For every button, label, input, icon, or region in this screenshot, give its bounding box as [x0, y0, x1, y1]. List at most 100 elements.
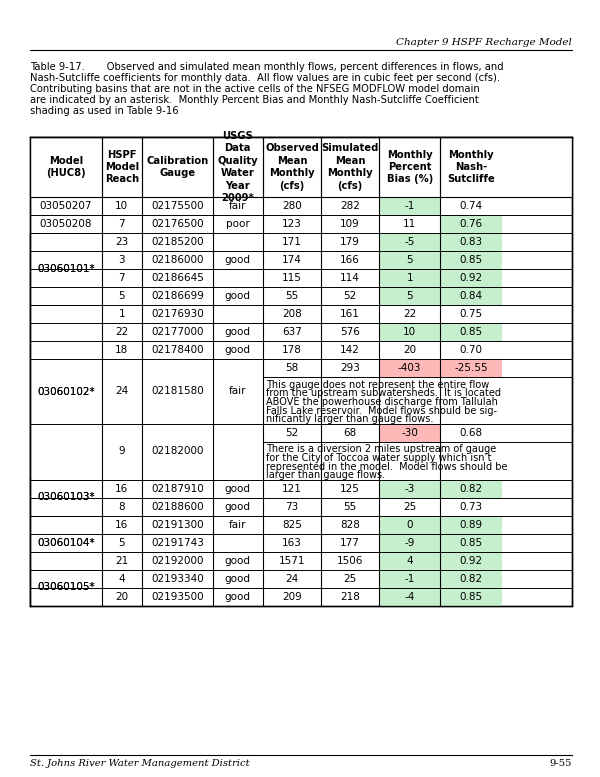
- Bar: [440, 197, 502, 215]
- Text: 178: 178: [282, 345, 302, 355]
- Bar: [379, 323, 440, 341]
- Text: 02185200: 02185200: [151, 237, 204, 247]
- Text: -25.55: -25.55: [454, 363, 488, 373]
- Text: 637: 637: [282, 327, 302, 337]
- Text: 0.82: 0.82: [460, 483, 482, 493]
- Text: 03050208: 03050208: [40, 219, 92, 229]
- Text: 02178400: 02178400: [151, 345, 204, 355]
- Text: 02192000: 02192000: [151, 556, 203, 566]
- Text: are indicated by an asterisk.  Monthly Percent Bias and Monthly Nash-Sutcliffe C: are indicated by an asterisk. Monthly Pe…: [30, 95, 479, 105]
- Text: 123: 123: [282, 219, 302, 229]
- Text: 73: 73: [286, 501, 299, 511]
- Bar: [440, 305, 502, 323]
- Text: 9-55: 9-55: [550, 759, 572, 768]
- Text: Contributing basins that are not in the active cells of the NFSEG MODFLOW model : Contributing basins that are not in the …: [30, 84, 480, 94]
- Text: 1506: 1506: [337, 556, 363, 566]
- Text: There is a diversion 2 miles upstream of gauge: There is a diversion 2 miles upstream of…: [266, 444, 496, 455]
- Bar: [379, 534, 440, 552]
- Text: good: good: [225, 255, 251, 265]
- Text: 02187910: 02187910: [151, 483, 204, 493]
- Text: 11: 11: [403, 219, 416, 229]
- Text: 20: 20: [115, 591, 128, 601]
- Text: Calibration
Gauge: Calibration Gauge: [146, 156, 209, 178]
- Text: from the upstream subwatersheds.  It is located: from the upstream subwatersheds. It is l…: [266, 388, 501, 399]
- Text: Model
(HUC8): Model (HUC8): [46, 156, 86, 178]
- Text: 03060104*: 03060104*: [37, 538, 95, 548]
- Bar: [31, 234, 101, 305]
- Text: 58: 58: [286, 363, 299, 373]
- Text: Monthly
Nash-
Sutcliffe: Monthly Nash- Sutcliffe: [447, 150, 495, 184]
- Text: -5: -5: [404, 237, 415, 247]
- Text: 03050207: 03050207: [40, 201, 92, 211]
- Text: 52: 52: [343, 291, 356, 301]
- Text: 3: 3: [119, 255, 125, 265]
- Text: 166: 166: [340, 255, 360, 265]
- Text: 0.85: 0.85: [460, 591, 482, 601]
- Text: good: good: [225, 291, 251, 301]
- Text: 1: 1: [119, 309, 125, 319]
- Text: -1: -1: [404, 573, 415, 584]
- Text: 1571: 1571: [279, 556, 305, 566]
- Text: Table 9-17.       Observed and simulated mean monthly flows, percent differences: Table 9-17. Observed and simulated mean …: [30, 62, 503, 72]
- Text: 0.74: 0.74: [460, 201, 482, 211]
- Bar: [30, 137, 572, 197]
- Text: 20: 20: [403, 345, 416, 355]
- Text: -30: -30: [401, 427, 418, 437]
- Bar: [440, 215, 502, 233]
- Text: St. Johns River Water Management District: St. Johns River Water Management Distric…: [30, 759, 250, 768]
- Text: 25: 25: [343, 573, 356, 584]
- Text: 02177000: 02177000: [151, 327, 203, 337]
- Text: ABOVE the powerhouse discharge from Tallulah: ABOVE the powerhouse discharge from Tall…: [266, 397, 498, 407]
- Text: 02176930: 02176930: [151, 309, 204, 319]
- Text: Observed
Mean
Monthly
(cfs): Observed Mean Monthly (cfs): [265, 144, 319, 190]
- Bar: [440, 287, 502, 305]
- Text: 02176500: 02176500: [151, 219, 204, 229]
- Text: 03060102*: 03060102*: [37, 387, 95, 397]
- Text: 0: 0: [406, 520, 413, 529]
- Text: 10: 10: [115, 201, 128, 211]
- Text: 0.76: 0.76: [460, 219, 482, 229]
- Text: -9: -9: [404, 538, 415, 548]
- Bar: [379, 287, 440, 305]
- Text: 24: 24: [115, 386, 128, 396]
- Text: 0.89: 0.89: [460, 520, 482, 529]
- Text: -403: -403: [398, 363, 421, 373]
- Text: 03060101*: 03060101*: [37, 264, 95, 274]
- Bar: [440, 423, 502, 441]
- Text: 4: 4: [406, 556, 413, 566]
- Bar: [379, 215, 440, 233]
- Bar: [379, 305, 440, 323]
- Text: 218: 218: [340, 591, 360, 601]
- Bar: [31, 516, 101, 569]
- Bar: [379, 479, 440, 497]
- Text: 55: 55: [286, 291, 299, 301]
- Text: 0.75: 0.75: [460, 309, 482, 319]
- Bar: [379, 251, 440, 269]
- Text: 5: 5: [119, 291, 125, 301]
- Bar: [440, 341, 502, 359]
- Text: 0.84: 0.84: [460, 291, 482, 301]
- Text: 0.70: 0.70: [460, 345, 482, 355]
- Text: good: good: [225, 556, 251, 566]
- Text: nificantly larger than gauge flows.: nificantly larger than gauge flows.: [266, 414, 433, 424]
- Bar: [379, 269, 440, 287]
- Text: good: good: [225, 327, 251, 337]
- Text: 293: 293: [340, 363, 360, 373]
- Text: 208: 208: [282, 309, 302, 319]
- Text: fair: fair: [229, 520, 247, 529]
- Text: 0.92: 0.92: [460, 556, 482, 566]
- Text: 24: 24: [286, 573, 299, 584]
- Text: 121: 121: [282, 483, 302, 493]
- Text: -1: -1: [404, 201, 415, 211]
- Text: shading as used in Table 9-16: shading as used in Table 9-16: [30, 106, 179, 116]
- Bar: [379, 497, 440, 515]
- Text: -4: -4: [404, 591, 415, 601]
- Text: 109: 109: [340, 219, 360, 229]
- Text: 0.92: 0.92: [460, 273, 482, 283]
- Text: 0.85: 0.85: [460, 538, 482, 548]
- Text: 23: 23: [115, 237, 128, 247]
- Text: good: good: [225, 591, 251, 601]
- Text: 0.85: 0.85: [460, 327, 482, 337]
- Bar: [440, 479, 502, 497]
- Text: 03060101*: 03060101*: [37, 264, 95, 274]
